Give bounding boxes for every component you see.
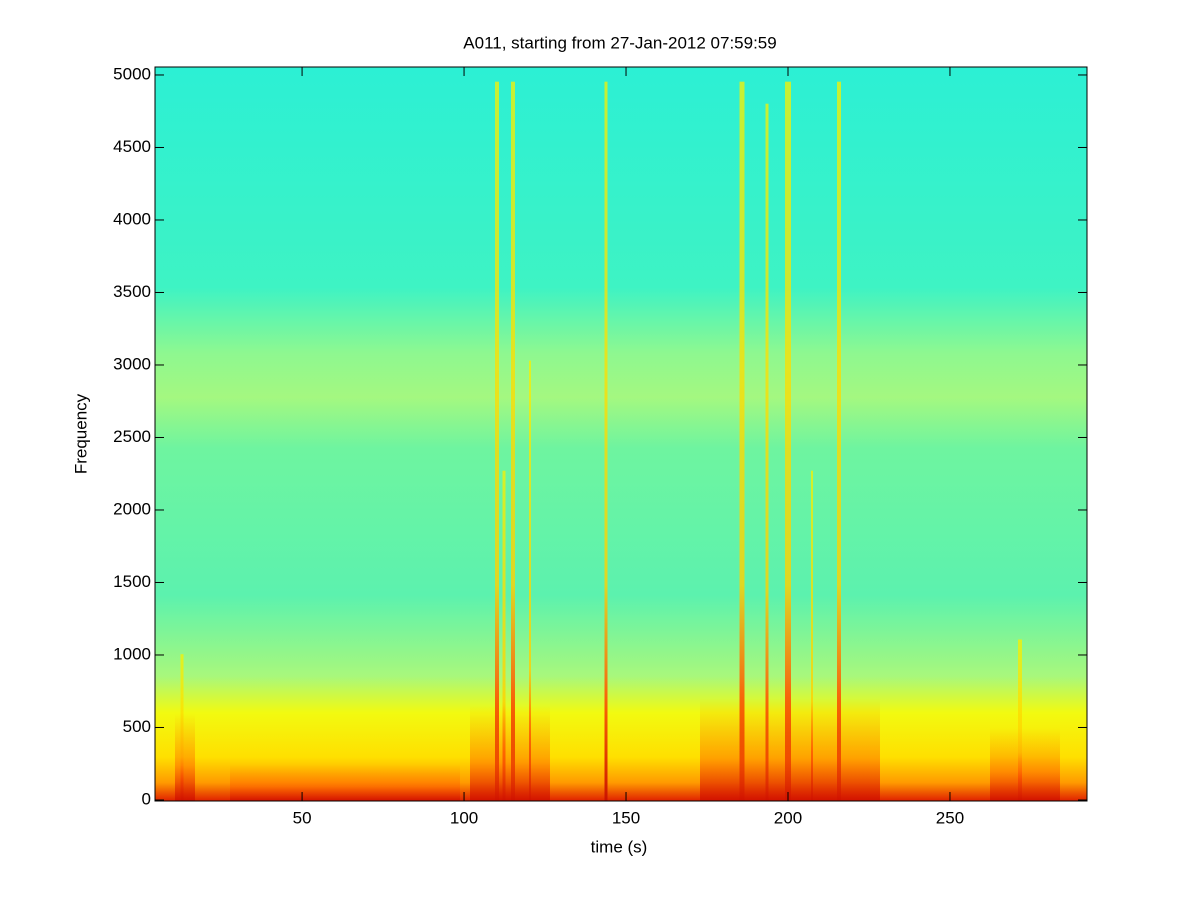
plot-area xyxy=(155,67,1087,802)
x-tick-label: 150 xyxy=(612,808,640,827)
streak xyxy=(811,470,813,801)
y-tick-label: 0 xyxy=(142,789,151,808)
y-tick-label: 4500 xyxy=(113,137,151,156)
streak xyxy=(511,81,515,802)
spectrogram-background xyxy=(155,67,1087,801)
streak xyxy=(502,470,506,801)
streak xyxy=(529,360,531,801)
low-frequency-energy xyxy=(700,698,880,801)
low-frequency-energy xyxy=(175,712,195,801)
y-tick-label: 500 xyxy=(123,717,151,736)
axes-box xyxy=(154,66,1088,802)
x-tick-label: 250 xyxy=(936,808,964,827)
streak xyxy=(604,81,608,802)
y-tick-label: 1000 xyxy=(113,644,151,663)
streak xyxy=(1018,639,1022,801)
low-frequency-energy xyxy=(470,705,550,801)
streak xyxy=(785,81,791,802)
x-tick-label: 100 xyxy=(450,808,478,827)
y-tick-label: 3500 xyxy=(113,282,151,301)
y-tick-label: 1500 xyxy=(113,572,151,591)
y-axis-label: Frequency xyxy=(71,393,90,474)
streak xyxy=(495,81,499,802)
x-tick-label: 200 xyxy=(774,808,802,827)
low-frequency-energy xyxy=(230,764,460,801)
low-frequency-energy xyxy=(990,727,1060,801)
y-tick-label: 2000 xyxy=(113,499,151,518)
y-tick-label: 3000 xyxy=(113,354,151,373)
streak xyxy=(739,81,745,802)
streak xyxy=(837,81,841,802)
y-tick-label: 5000 xyxy=(113,64,151,83)
streak xyxy=(765,103,769,801)
x-axis-label: time (s) xyxy=(591,837,648,856)
x-tick-label: 50 xyxy=(293,808,312,827)
y-tick-label: 2500 xyxy=(113,427,151,446)
y-tick-label: 4000 xyxy=(113,209,151,228)
chart-title: A011, starting from 27-Jan-2012 07:59:59 xyxy=(463,33,776,52)
